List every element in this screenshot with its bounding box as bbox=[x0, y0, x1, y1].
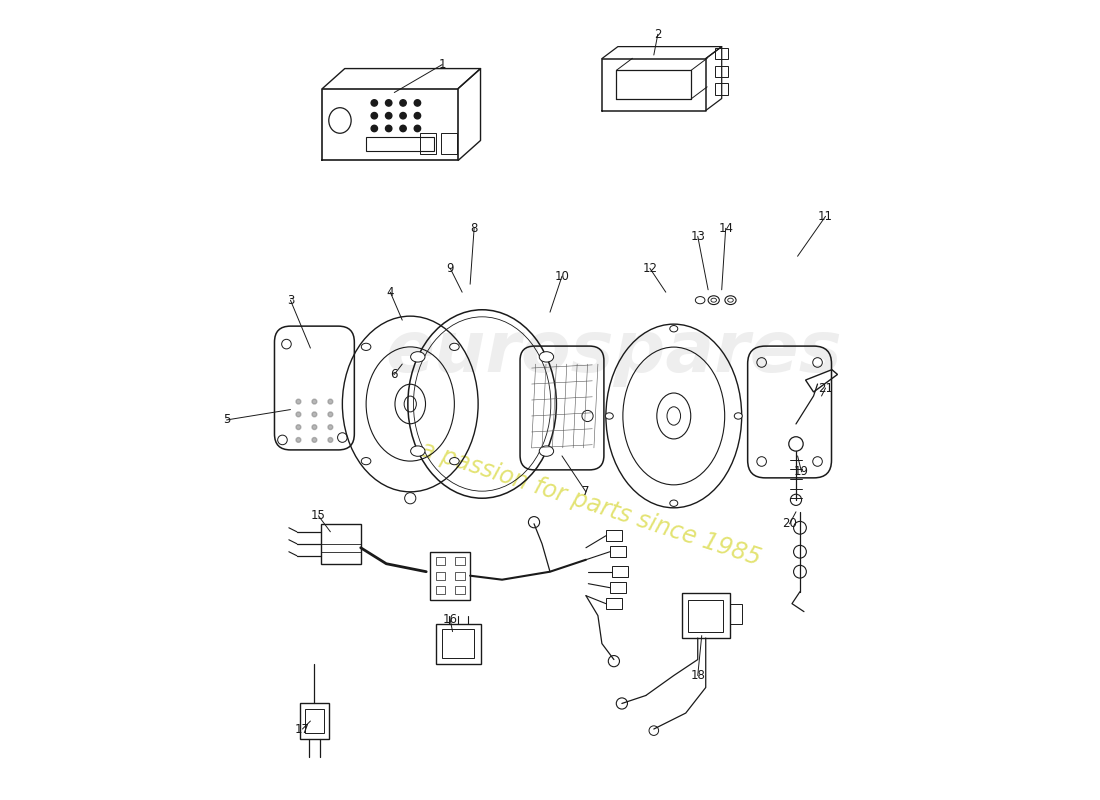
Text: 10: 10 bbox=[554, 270, 570, 282]
Bar bbox=[366, 138, 434, 151]
Circle shape bbox=[328, 412, 333, 417]
Text: 7: 7 bbox=[582, 486, 590, 498]
Bar bbox=[455, 572, 464, 580]
Bar bbox=[436, 572, 446, 580]
Ellipse shape bbox=[670, 326, 678, 332]
Circle shape bbox=[400, 100, 406, 106]
Text: 13: 13 bbox=[691, 230, 705, 242]
Circle shape bbox=[371, 100, 377, 106]
Bar bbox=[689, 600, 724, 631]
Text: 17: 17 bbox=[295, 722, 310, 735]
Bar bbox=[300, 703, 329, 738]
Text: 19: 19 bbox=[794, 466, 810, 478]
Text: a passion for parts since 1985: a passion for parts since 1985 bbox=[417, 438, 763, 570]
Circle shape bbox=[415, 100, 420, 106]
Circle shape bbox=[328, 425, 333, 430]
Ellipse shape bbox=[410, 446, 425, 456]
Bar bbox=[441, 134, 456, 154]
Text: 1: 1 bbox=[439, 58, 446, 71]
Bar bbox=[682, 594, 729, 638]
Bar bbox=[455, 586, 464, 594]
Bar bbox=[436, 558, 446, 566]
Text: 12: 12 bbox=[642, 262, 658, 274]
Ellipse shape bbox=[735, 413, 743, 419]
Text: 3: 3 bbox=[287, 294, 294, 306]
Text: 4: 4 bbox=[386, 286, 394, 298]
Circle shape bbox=[312, 425, 317, 430]
Circle shape bbox=[385, 126, 392, 132]
Bar bbox=[430, 552, 470, 600]
Circle shape bbox=[371, 113, 377, 119]
Bar bbox=[442, 630, 474, 658]
Bar bbox=[420, 134, 436, 154]
Text: 14: 14 bbox=[718, 222, 734, 234]
Circle shape bbox=[415, 113, 420, 119]
Circle shape bbox=[296, 438, 300, 442]
Ellipse shape bbox=[361, 458, 371, 465]
Ellipse shape bbox=[670, 500, 678, 506]
Circle shape bbox=[312, 399, 317, 404]
Ellipse shape bbox=[539, 446, 553, 456]
Bar bbox=[715, 48, 728, 59]
Circle shape bbox=[793, 546, 806, 558]
Circle shape bbox=[312, 412, 317, 417]
Bar bbox=[305, 709, 324, 733]
Circle shape bbox=[312, 438, 317, 442]
Text: 6: 6 bbox=[390, 368, 398, 381]
Text: 16: 16 bbox=[442, 613, 458, 626]
Circle shape bbox=[793, 566, 806, 578]
Circle shape bbox=[371, 126, 377, 132]
Text: 20: 20 bbox=[782, 518, 797, 530]
Ellipse shape bbox=[361, 343, 371, 350]
Circle shape bbox=[296, 412, 300, 417]
Bar bbox=[436, 586, 446, 594]
Bar bbox=[715, 66, 728, 77]
Text: 2: 2 bbox=[654, 28, 661, 41]
Circle shape bbox=[296, 399, 300, 404]
Text: 21: 21 bbox=[818, 382, 833, 394]
Ellipse shape bbox=[450, 458, 459, 465]
Ellipse shape bbox=[605, 413, 614, 419]
Text: eurospares: eurospares bbox=[385, 318, 843, 386]
Circle shape bbox=[400, 113, 406, 119]
Ellipse shape bbox=[410, 352, 425, 362]
Circle shape bbox=[385, 113, 392, 119]
Bar bbox=[609, 546, 626, 558]
Text: 9: 9 bbox=[447, 262, 454, 274]
Text: 15: 15 bbox=[311, 510, 326, 522]
Ellipse shape bbox=[539, 352, 553, 362]
Circle shape bbox=[415, 126, 420, 132]
Bar bbox=[613, 566, 628, 578]
Circle shape bbox=[793, 522, 806, 534]
Bar bbox=[729, 604, 741, 624]
Text: 11: 11 bbox=[818, 210, 833, 223]
Bar bbox=[606, 598, 621, 610]
Bar bbox=[436, 624, 481, 663]
Circle shape bbox=[385, 100, 392, 106]
Bar bbox=[609, 582, 626, 594]
Text: 18: 18 bbox=[691, 669, 705, 682]
Circle shape bbox=[400, 126, 406, 132]
Circle shape bbox=[328, 399, 333, 404]
Ellipse shape bbox=[450, 343, 459, 350]
Bar bbox=[455, 558, 464, 566]
Bar bbox=[321, 524, 361, 564]
Bar bbox=[715, 83, 728, 94]
Bar bbox=[606, 530, 621, 542]
Circle shape bbox=[296, 425, 300, 430]
Circle shape bbox=[328, 438, 333, 442]
Text: 5: 5 bbox=[223, 414, 230, 426]
Text: 8: 8 bbox=[471, 222, 477, 234]
